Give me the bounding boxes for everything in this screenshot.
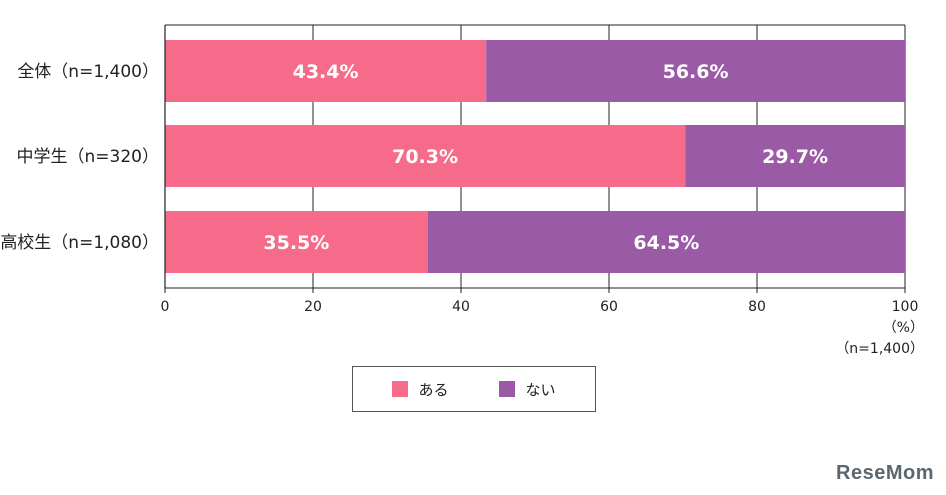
category-label-0: 全体（n=1,400） xyxy=(17,62,159,82)
x-axis-unit: （%） xyxy=(882,320,924,336)
x-tick-label-40: 40 xyxy=(452,299,470,315)
legend-item-nai: ない xyxy=(499,379,556,400)
category-label-2: 高校生（n=1,080） xyxy=(0,233,159,253)
category-label-1: 中学生（n=320） xyxy=(17,147,159,167)
legend-label-aru: ある xyxy=(418,380,449,399)
bar-nai-1 xyxy=(685,125,905,187)
legend: ある ない xyxy=(352,366,596,412)
legend-swatch-aru xyxy=(392,381,409,397)
bar-nai-2 xyxy=(427,211,905,273)
legend-swatch-nai xyxy=(499,381,516,397)
data-label-aru-1: 70.3% xyxy=(392,146,458,168)
data-label-aru-0: 43.4% xyxy=(293,61,359,83)
x-tick-label-80: 80 xyxy=(748,299,766,315)
data-label-nai-1: 29.7% xyxy=(762,146,828,168)
bar-aru-1 xyxy=(165,125,686,187)
bar-aru-0 xyxy=(165,40,487,102)
data-label-aru-2: 35.5% xyxy=(263,232,329,254)
data-label-nai-0: 56.6% xyxy=(663,61,729,83)
brand-logo: ReseMom xyxy=(836,462,934,484)
legend-label-nai: ない xyxy=(525,380,556,399)
x-tick-label-0: 0 xyxy=(161,299,170,315)
x-tick-label-100: 100 xyxy=(892,299,919,315)
sample-size-note: （n=1,400） xyxy=(835,341,924,357)
x-tick-label-60: 60 xyxy=(600,299,618,315)
data-label-nai-2: 64.5% xyxy=(633,232,699,254)
x-tick-label-20: 20 xyxy=(304,299,322,315)
legend-item-aru: ある xyxy=(392,379,449,400)
bar-nai-0 xyxy=(486,40,905,102)
bar-aru-2 xyxy=(165,211,428,273)
